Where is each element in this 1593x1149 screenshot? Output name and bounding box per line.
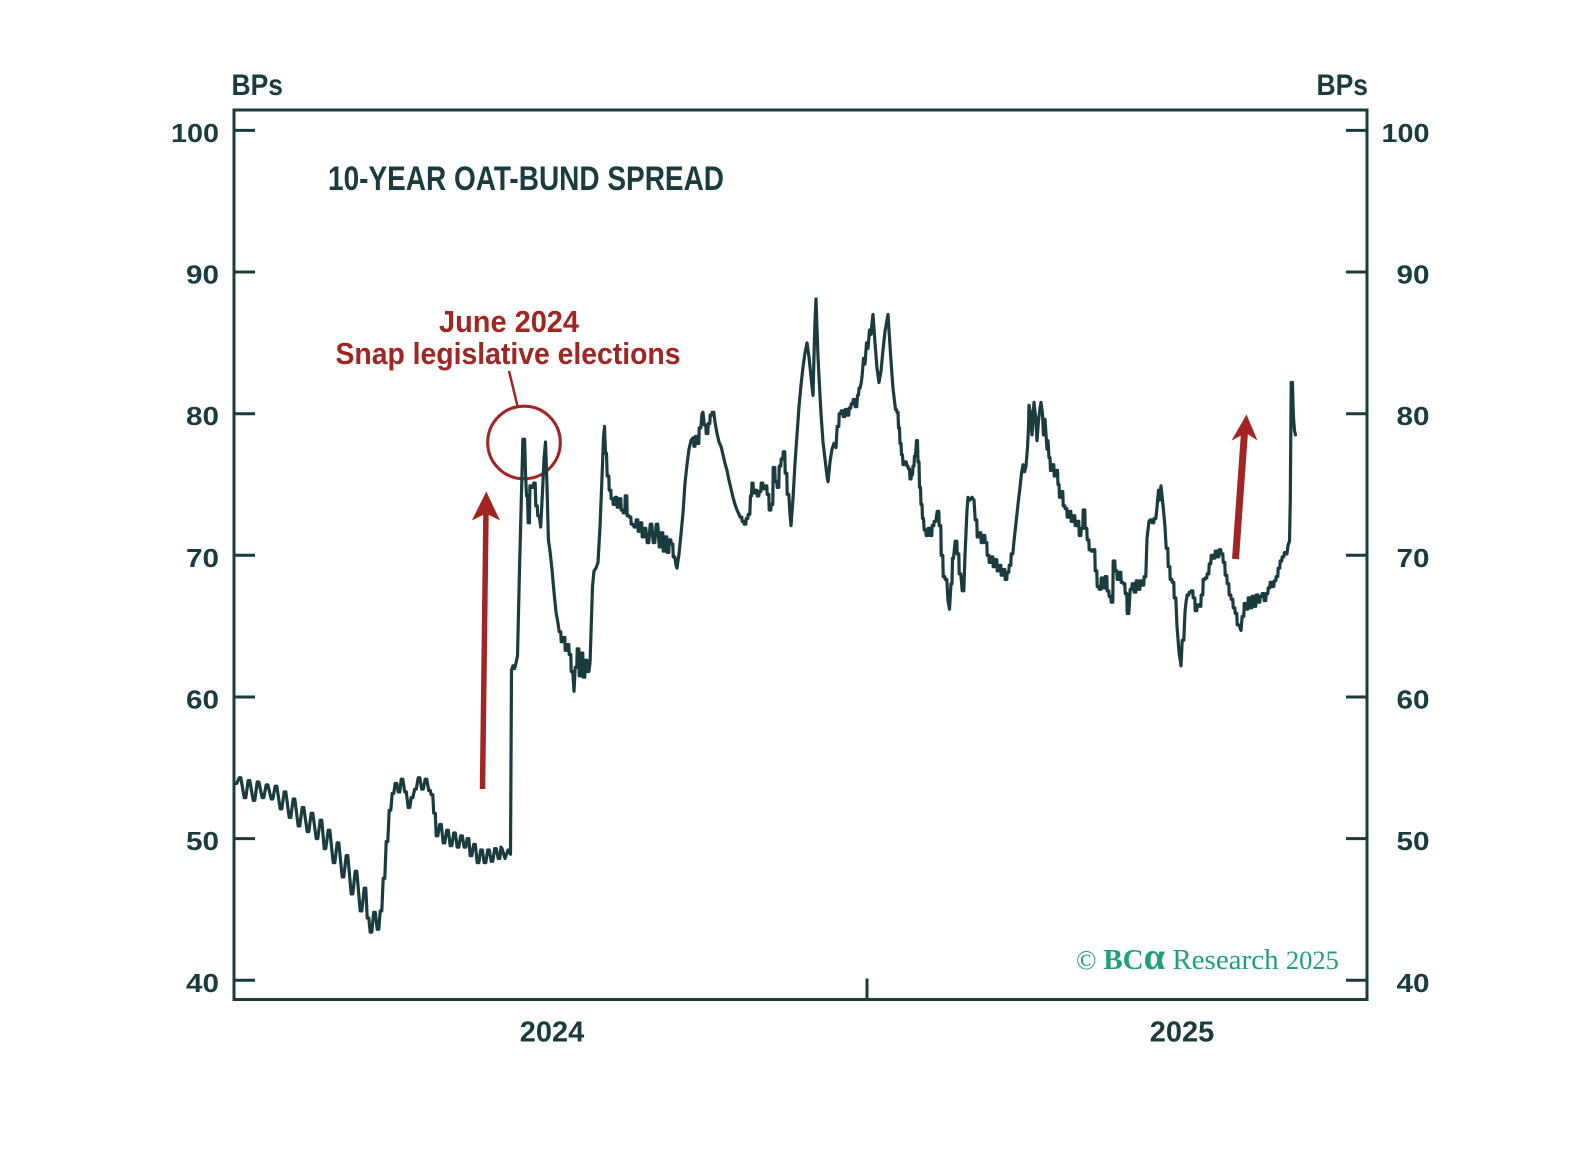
svg-text:2024: 2024 bbox=[520, 1017, 585, 1049]
svg-text:100: 100 bbox=[1382, 120, 1430, 148]
svg-text:50: 50 bbox=[186, 828, 219, 856]
svg-text:40: 40 bbox=[186, 970, 219, 998]
svg-text:2025: 2025 bbox=[1150, 1017, 1215, 1049]
svg-text:40: 40 bbox=[1397, 970, 1430, 998]
svg-text:60: 60 bbox=[186, 687, 219, 715]
svg-text:50: 50 bbox=[1397, 828, 1430, 856]
svg-text:90: 90 bbox=[1397, 262, 1430, 290]
svg-text:100: 100 bbox=[171, 120, 219, 148]
svg-text:BPs: BPs bbox=[232, 69, 284, 102]
svg-text:90: 90 bbox=[186, 262, 219, 290]
svg-text:60: 60 bbox=[1397, 687, 1430, 715]
svg-text:June 2024: June 2024 bbox=[439, 304, 580, 339]
svg-text:70: 70 bbox=[1397, 545, 1430, 573]
svg-text:© BCα Research 2025: © BCα Research 2025 bbox=[1076, 936, 1339, 978]
svg-text:Snap legislative elections: Snap legislative elections bbox=[336, 336, 681, 371]
svg-text:80: 80 bbox=[1397, 403, 1430, 431]
svg-text:70: 70 bbox=[186, 545, 219, 573]
svg-text:BPs: BPs bbox=[1317, 69, 1369, 102]
svg-text:80: 80 bbox=[186, 403, 219, 431]
svg-text:10-YEAR OAT-BUND SPREAD: 10-YEAR OAT-BUND SPREAD bbox=[328, 160, 724, 198]
